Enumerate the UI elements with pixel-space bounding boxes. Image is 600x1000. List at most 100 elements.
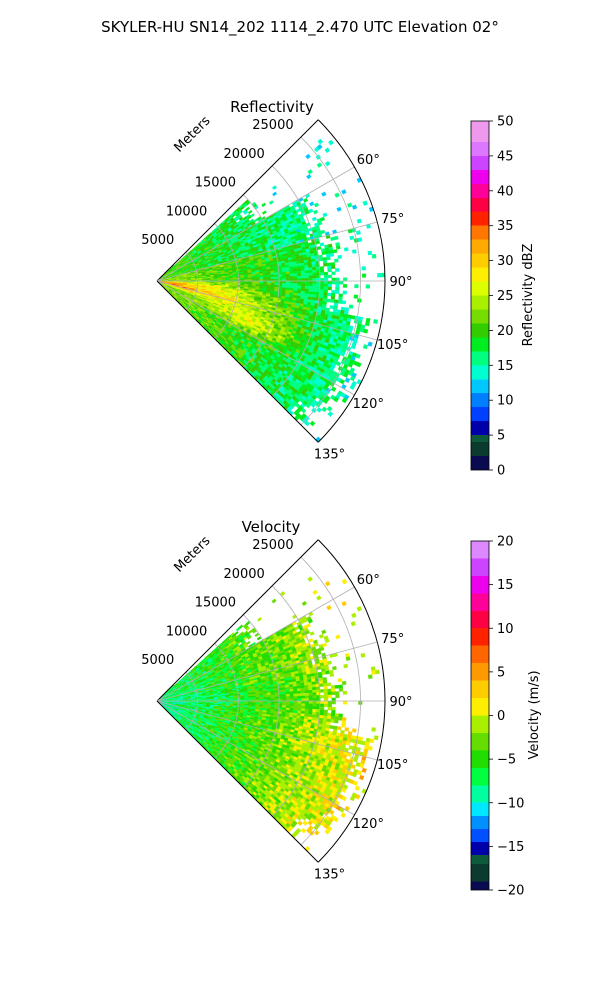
radar-gate — [274, 284, 279, 288]
radar-gate — [335, 287, 340, 291]
radar-gate — [332, 249, 338, 254]
radar-gate — [348, 304, 354, 309]
radar-gate — [281, 269, 287, 273]
radar-gate — [320, 272, 325, 276]
colorbar-tick-label: 25 — [497, 289, 514, 304]
radar-gate — [285, 269, 290, 273]
azimuth-tick-labels: 60°75°90°105°120°135° — [314, 153, 413, 463]
radar-gate — [326, 256, 331, 261]
radar-gate — [356, 218, 362, 224]
radar-gate — [270, 276, 275, 280]
radar-gate — [312, 280, 317, 284]
radar-gate — [341, 300, 347, 305]
radar-gate — [274, 282, 279, 286]
radial-tick-label: 15000 — [195, 176, 236, 191]
radar-gate — [324, 160, 331, 167]
radial-tick-label: 10000 — [166, 204, 207, 219]
colorbar-tick-label: 50 — [497, 115, 514, 130]
radar-gate — [247, 275, 253, 278]
radar-gate — [261, 202, 267, 208]
radar-gate — [343, 277, 348, 282]
radar-gate — [289, 271, 294, 275]
radar-gate — [323, 262, 328, 267]
radar-gate — [361, 273, 367, 278]
radar-gate — [304, 270, 309, 274]
radar-gate — [312, 283, 317, 287]
radar-gate — [315, 436, 322, 443]
figure-title: SKYLER-HU SN14_202 1114_2.470 UTC Elevat… — [101, 18, 499, 37]
radar-gate — [319, 269, 325, 273]
radar-gate — [320, 286, 325, 290]
radar-gate — [363, 328, 369, 334]
radar-gate — [297, 275, 302, 279]
radar-gate — [255, 282, 260, 285]
radar-gate — [289, 285, 294, 289]
radar-gate — [305, 153, 311, 160]
radar-gate — [255, 277, 260, 280]
radar-gate — [354, 284, 359, 289]
radar-gate — [321, 191, 327, 197]
radar-gate — [274, 276, 279, 280]
radar-gate — [240, 277, 245, 280]
azimuth-tick-label: 60° — [357, 153, 380, 168]
radar-gate — [319, 292, 324, 296]
radar-gate — [323, 289, 328, 294]
colorbar-tick-label: 45 — [497, 149, 514, 164]
radar-gate — [270, 282, 275, 286]
radar-gate — [341, 189, 347, 195]
radar-gate — [318, 257, 324, 262]
radar-gate — [289, 273, 294, 277]
radar-gate — [289, 268, 294, 272]
radar-gate — [247, 209, 253, 215]
radar-gate — [323, 271, 329, 276]
radar-gate — [308, 264, 313, 268]
radar-gate — [285, 271, 290, 275]
radar-gate — [319, 289, 325, 293]
radar-gate — [312, 272, 317, 276]
radar-gate — [301, 273, 306, 277]
radar-gate — [308, 278, 313, 282]
radar-gate — [244, 277, 249, 280]
radar-gate — [312, 286, 317, 290]
radar-gate — [263, 275, 268, 278]
radar-gate — [329, 252, 335, 257]
radar-gate — [334, 258, 339, 263]
radar-gate — [293, 283, 298, 287]
radar-gate — [297, 283, 302, 287]
radar-gate — [304, 272, 310, 276]
radar-gate — [251, 282, 256, 285]
radar-gate — [301, 275, 306, 279]
radar-gate — [329, 305, 335, 310]
radar-gate — [282, 285, 287, 288]
radar-gate — [313, 209, 319, 215]
radar-gate — [335, 245, 341, 250]
radar-gate — [308, 283, 313, 287]
radar-gate — [339, 280, 344, 285]
radar-gate — [270, 274, 275, 278]
radar-gate — [335, 268, 340, 272]
radar-gate — [327, 292, 332, 297]
radar-gate — [320, 283, 325, 287]
radar-gate — [367, 341, 373, 347]
radar-gate — [335, 283, 340, 288]
radar-gate — [327, 280, 332, 285]
radar-gate — [330, 299, 335, 303]
radar-gate — [320, 280, 325, 285]
radar-gate — [312, 269, 317, 274]
radar-gate — [266, 272, 272, 276]
radar-gate — [259, 277, 264, 280]
radar-gate — [324, 147, 331, 154]
radar-gate — [304, 286, 310, 290]
radar-gate — [362, 200, 368, 206]
radar-gate — [282, 283, 287, 286]
radar-gate — [270, 272, 275, 276]
radar-gate — [261, 210, 267, 215]
radar-gate — [297, 285, 302, 289]
radar-gate — [355, 230, 361, 236]
colorbar-label: Reflectivity dBZ — [521, 244, 536, 347]
radar-gate — [373, 319, 378, 324]
radar-gate — [333, 235, 339, 241]
radar-gate — [309, 420, 316, 427]
radar-gate — [309, 201, 315, 207]
